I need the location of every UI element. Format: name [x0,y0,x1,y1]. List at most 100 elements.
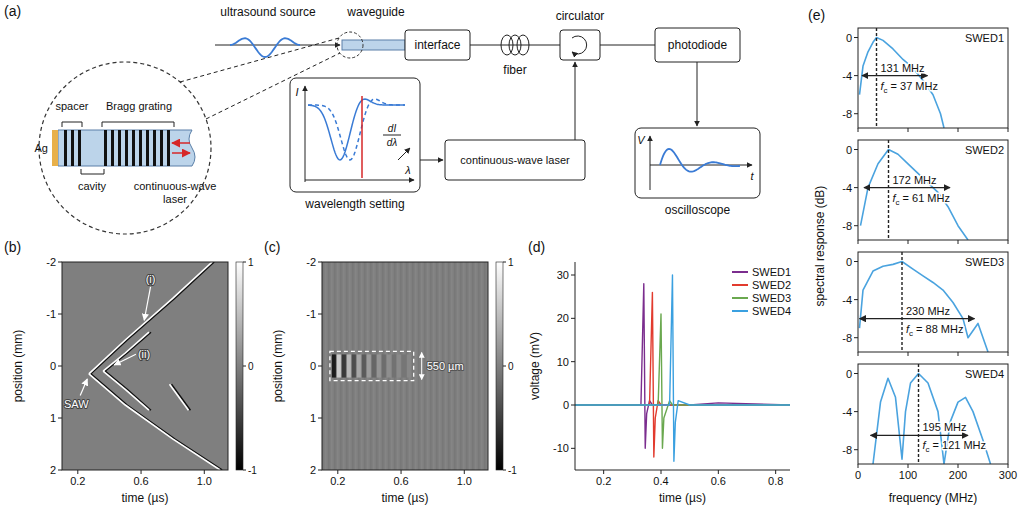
plot-area [861,140,969,240]
frame [858,364,1008,464]
y-tick [318,470,322,471]
y-tick-label: -2 [306,256,316,268]
band [397,354,401,377]
image-background [62,262,228,470]
stripe [472,262,474,470]
band [372,354,376,377]
grating-bar [125,130,128,166]
y-tick [854,225,858,226]
x-tick [718,470,719,474]
panel-a: (a)ultrasound sourcewaveguideAgspacerBra… [4,3,760,234]
y-tick-label: 2 [50,464,56,476]
y-axis-title: voltage (mV) [528,332,542,400]
ultrasound-wave [230,38,300,57]
y-tick [854,411,858,412]
y-tick-label: -1 [306,308,316,320]
y-tick-label: 20 [557,312,569,324]
legend-swatch [732,271,748,273]
bandwidth-arrow [864,187,950,188]
panel-label: (d) [528,239,545,255]
x-tick [908,240,909,244]
frame [858,252,1008,352]
x-tick-label: 0 [855,469,861,481]
figure: (a)ultrasound sourcewaveguideAgspacerBra… [0,0,1024,526]
center-frequency-label: fc= 37 MHz [881,80,938,95]
y-tick-label: -2 [46,256,56,268]
subplot: 172 MHzfc= 61 MHzSWED20-4-8 [842,140,1008,244]
center-frequency [888,140,889,240]
plot-area [322,262,488,470]
value: = 121 MHz [933,439,987,451]
spectrum [308,99,405,160]
label: t [750,170,754,182]
y-tick-label: 1 [310,412,316,424]
circulator-symbol [572,36,587,54]
panel-d: (d)0.20.40.60.8-100102030time (µs)voltag… [528,239,791,505]
y-tick-label: 0 [846,368,852,380]
photodiode-box [655,28,740,62]
x-tick-label: 300 [999,469,1017,481]
grating-bar [167,130,170,166]
wavefront-shadow [172,384,191,410]
fraction-bar [383,135,401,136]
x-tick-label: 0.6 [133,475,148,487]
bracket [102,122,174,127]
y-tick-label: -4 [842,406,852,418]
stripe [478,262,480,470]
region-box [330,351,414,380]
x-tick [464,470,465,474]
frame [62,262,228,470]
x-tick [858,464,859,468]
label: wavelength setting [304,197,404,211]
band [392,354,396,377]
label: interface [414,38,460,52]
annotation-arrow [144,287,150,320]
subplot-title: SWED1 [965,32,1004,44]
axis [305,180,414,181]
x-tick [958,128,959,132]
label: waveguide [346,5,405,19]
subscript: c [926,445,930,454]
x-tick-label: 0.2 [596,475,611,487]
y-tick-label: -4 [842,294,852,306]
colorbar-tick-label: 0 [508,361,514,372]
colorbar-tick-label: 0 [248,361,254,372]
x-axis-title: time (µs) [122,491,169,505]
spectrum-line [861,150,969,240]
x-tick [401,470,402,474]
y-tick-label: 0 [563,399,569,411]
annotation: (i) [146,273,156,285]
y-tick-label: -8 [842,332,852,344]
frame [322,262,488,470]
axis [305,86,306,182]
band [332,354,336,377]
dimension-arrow [421,366,422,380]
spacer-bar [78,130,81,166]
y-axis-title: spectral response (dB) [813,186,827,307]
x-tick [1008,240,1009,244]
subscript: c [896,198,900,207]
colorbar-tick-label: 1 [508,257,514,268]
y-axis-title: position (mm) [271,330,285,403]
x-tick [908,128,909,132]
dimension-arrow [421,352,422,366]
grating-bar [132,130,135,166]
colorbar [496,262,503,470]
label: Bragg grating [106,100,172,112]
label-line: continuous-wave [134,180,217,192]
x-tick [1008,464,1009,468]
y-tick [571,275,575,276]
x-tick-label: 0.2 [70,475,85,487]
stripe [421,262,423,470]
y-tick [854,75,858,76]
band [347,354,351,377]
bracket [62,122,82,127]
y-tick [854,449,858,450]
y-axis-title: position (mm) [11,330,25,403]
x-tick [858,352,859,356]
label: continuous-wavelaser [134,180,217,205]
label: fiber [503,63,526,77]
wavefront-shadow [91,262,214,374]
y-tick [854,149,858,150]
panel-label: (e) [808,7,825,23]
